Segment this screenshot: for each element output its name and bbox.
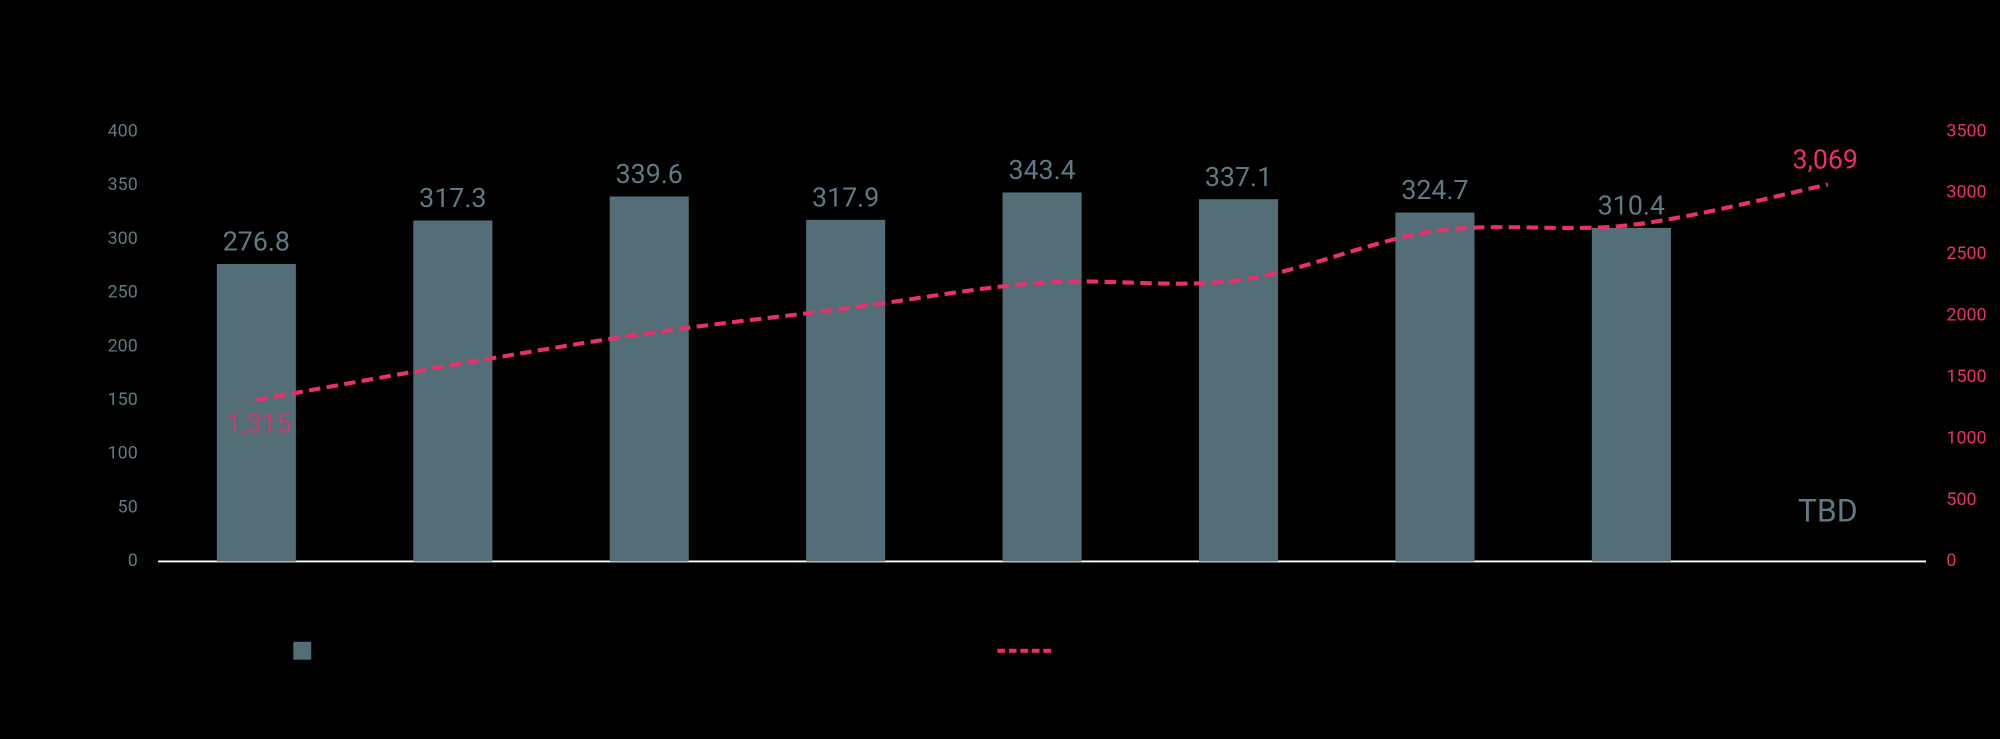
bar <box>806 219 886 562</box>
bar-value-label: 310.4 <box>1598 190 1665 222</box>
y2-tick-label: 1000 <box>1946 427 1986 448</box>
y2-tick-label: 2000 <box>1946 305 1986 326</box>
bar-value-label: 276.8 <box>223 226 290 258</box>
bar-value-label: 324.7 <box>1401 174 1468 206</box>
annotation: TBD <box>1798 491 1858 529</box>
y2-tick-label: 3000 <box>1946 182 1986 203</box>
y2-tick-label: 0 <box>1946 550 1956 571</box>
bar <box>1395 212 1475 562</box>
y-tick-label: 350 <box>108 174 138 195</box>
y2-tick-label: 500 <box>1946 489 1976 510</box>
bar <box>1198 199 1279 562</box>
line-value-label: 1,315 <box>226 408 291 440</box>
bar <box>1591 227 1671 562</box>
y-tick-label: 0 <box>128 550 138 571</box>
y-tick-label: 200 <box>108 335 138 356</box>
bar-value-label: 317.9 <box>812 182 879 214</box>
y-tick-label: 400 <box>108 120 138 141</box>
line-value-label: 3,069 <box>1793 144 1858 176</box>
bar-value-label: 337.1 <box>1205 161 1272 193</box>
bar-value-label: 339.6 <box>616 158 683 190</box>
bar <box>413 220 493 562</box>
y-tick-label: 100 <box>108 443 138 464</box>
bar-value-label: 317.3 <box>419 182 486 214</box>
y-tick-label: 50 <box>118 496 138 517</box>
y2-tick-label: 3500 <box>1946 120 1986 141</box>
y-tick-label: 150 <box>108 389 138 410</box>
y-tick-label: 250 <box>108 282 138 303</box>
y2-tick-label: 1500 <box>1946 366 1986 387</box>
y2-tick-label: 2500 <box>1946 243 1986 264</box>
legend-marker <box>293 641 312 660</box>
bar <box>216 264 296 562</box>
line <box>256 182 1829 402</box>
bar <box>1002 192 1082 562</box>
bar <box>609 196 689 562</box>
y-tick-label: 300 <box>108 228 138 249</box>
bar-value-label: 343.4 <box>1008 154 1075 186</box>
